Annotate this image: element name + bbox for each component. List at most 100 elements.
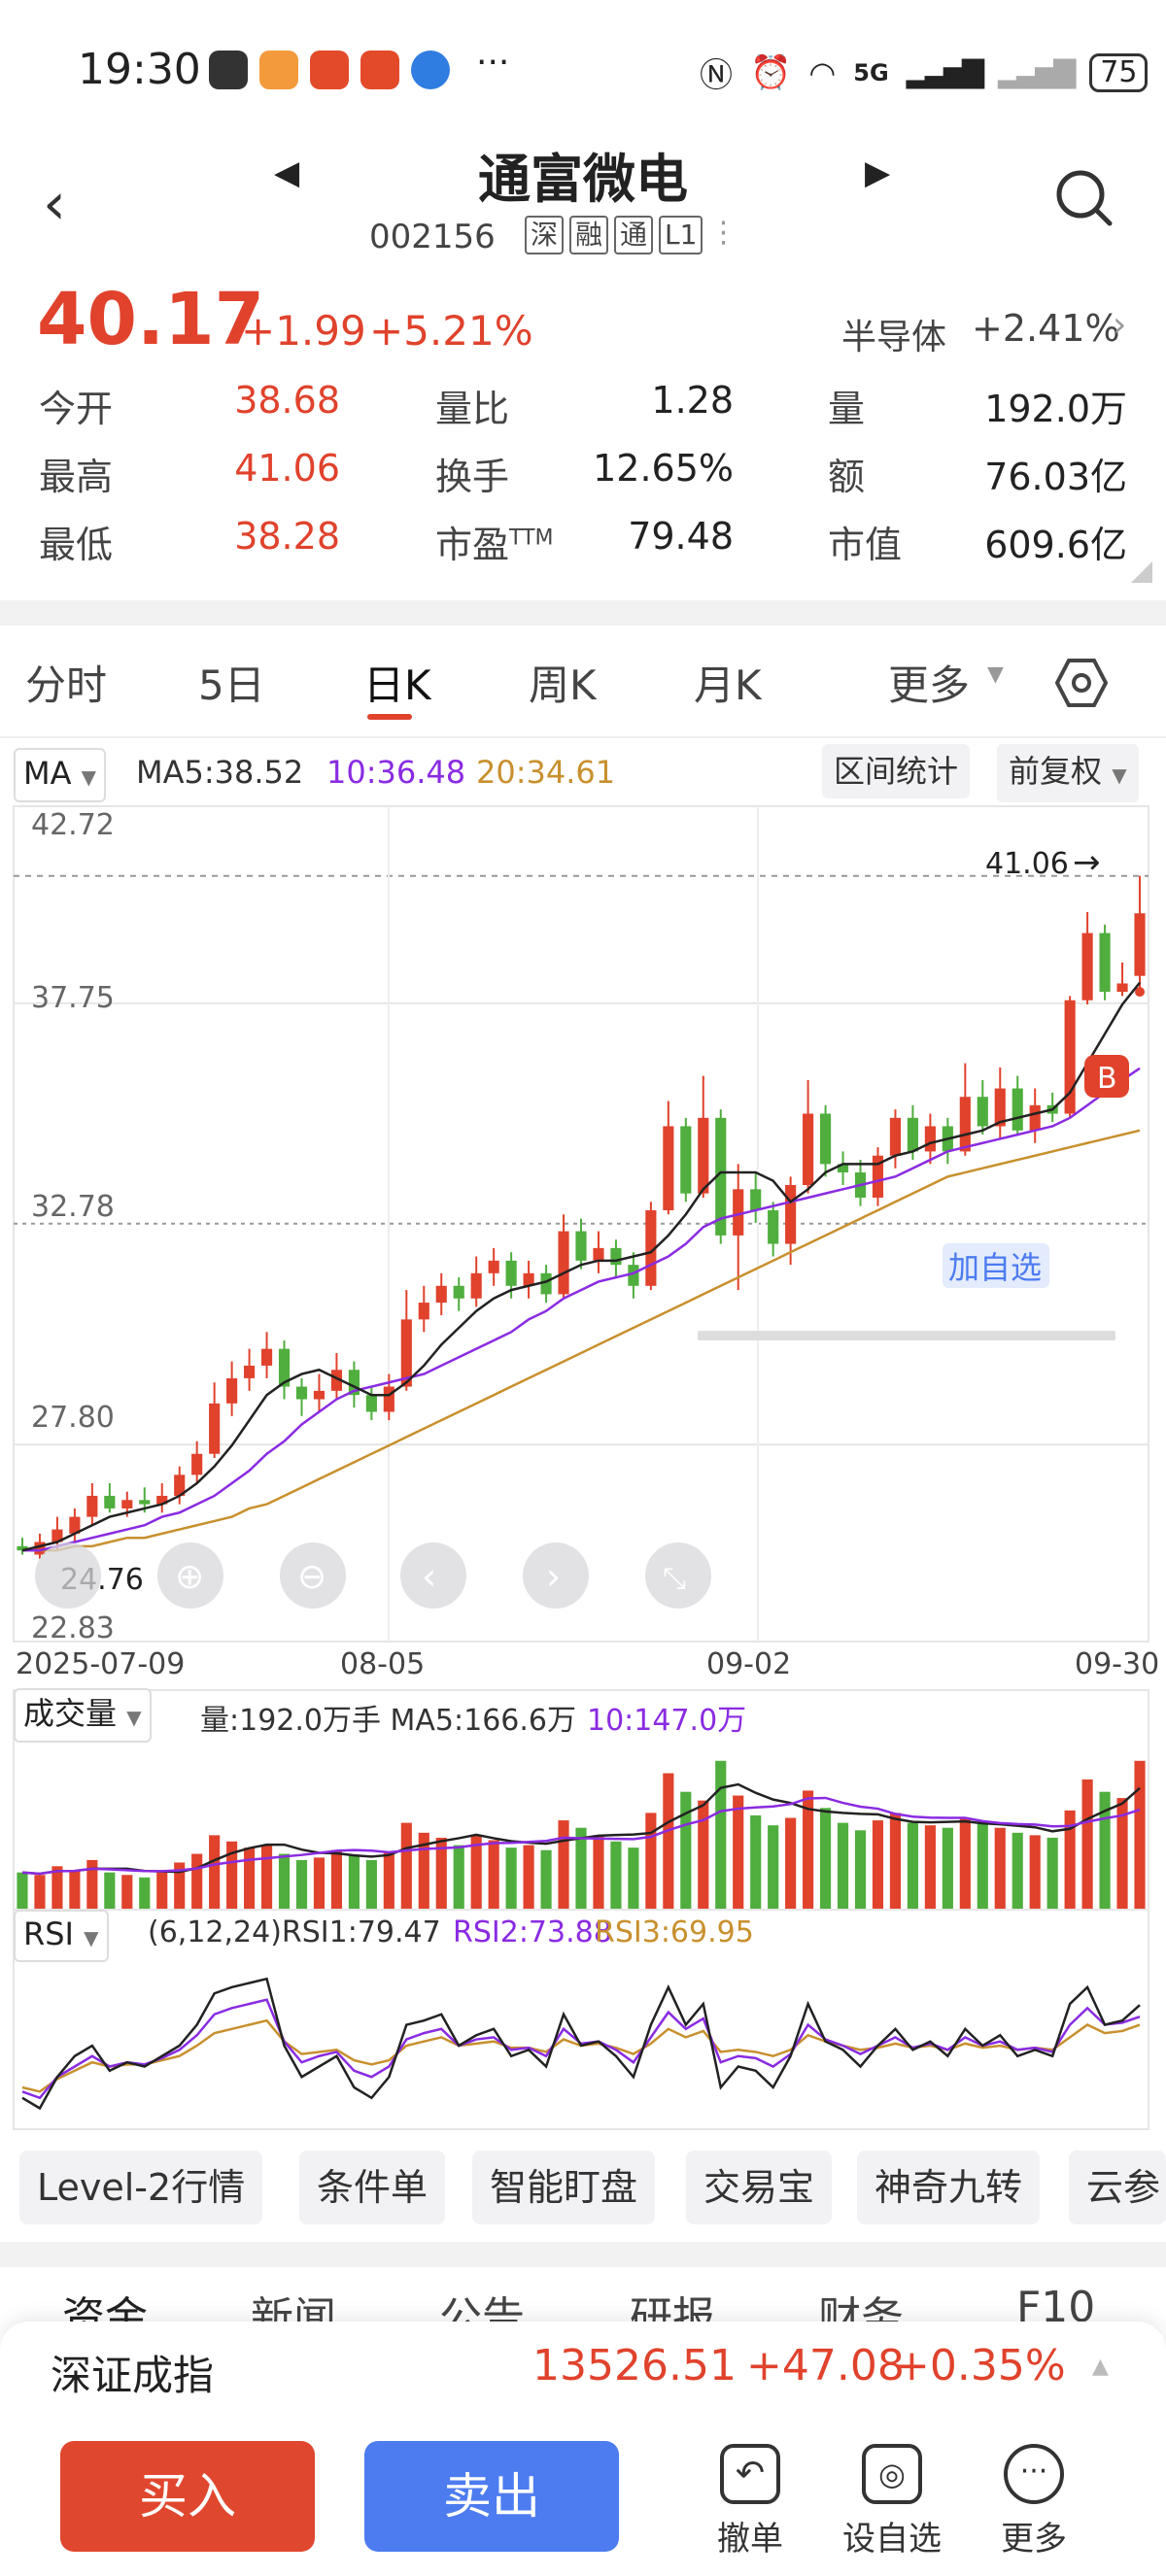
volume-bar (942, 1827, 953, 1910)
app-icon (310, 51, 349, 89)
candle-body (523, 1272, 534, 1286)
back-icon[interactable]: ‹ (43, 170, 66, 238)
volume-bar (191, 1853, 203, 1910)
sector-name[interactable]: 半导体 (841, 318, 947, 357)
app-icon (259, 51, 298, 89)
candle-body (750, 1189, 762, 1210)
volume-bar (558, 1820, 569, 1910)
candle-body (628, 1265, 639, 1286)
volume-bar (34, 1875, 46, 1910)
candle-body (1064, 1000, 1076, 1114)
prev-stock-icon[interactable]: ◀ (274, 153, 300, 192)
candle-body (540, 1272, 552, 1295)
volume-bar (872, 1820, 884, 1910)
ma5-line (21, 981, 1141, 1552)
network-label: 5G (853, 58, 889, 86)
volume-bar (994, 1827, 1006, 1910)
scroll-right-icon (523, 1542, 589, 1609)
buy-signal-icon (1084, 1055, 1129, 1098)
zoom-out-glyph: ⊖ (297, 1557, 326, 1597)
volume-bar (174, 1862, 186, 1910)
stock-title: 通富微电 (478, 149, 688, 210)
candle-body (558, 1231, 569, 1295)
tool-cloud[interactable]: 云参 (1069, 2151, 1166, 2224)
stat-value: 41.06 (234, 447, 340, 490)
y-label: 37.75 (31, 981, 115, 1015)
candle-body (645, 1209, 657, 1286)
rsi-frame (13, 1909, 1149, 2130)
tab-daily-k[interactable]: 日K (363, 661, 431, 709)
stat-label: 今开 (39, 388, 114, 430)
index-name[interactable]: 深证成指 (51, 2352, 215, 2399)
next-stock-icon[interactable]: ▶ (865, 153, 891, 192)
range-stats-button[interactable]: 区间统计 (822, 744, 971, 798)
sector-change[interactable]: +2.41% (972, 307, 1120, 350)
kline-chart[interactable]: 42.72 37.75 32.78 27.80 22.83 41.06 → 24… (0, 0, 1166, 2137)
tool-nine-turn[interactable]: 神奇九转 (857, 2151, 1041, 2224)
tool-smart-watch[interactable]: 智能盯盘 (472, 2151, 656, 2224)
stock-tags: 深 融 通 L1 ⋮ (525, 216, 737, 254)
tab-monthly-k[interactable]: 月K (694, 661, 762, 709)
candle-body (156, 1495, 168, 1505)
volume-bar (121, 1875, 133, 1910)
chevron-down-icon: ▼ (81, 765, 97, 789)
rsi-selector[interactable]: RSI ▼ (14, 1910, 109, 1962)
volume-bar (628, 1847, 639, 1910)
ma20-value: 20:34.61 (476, 754, 616, 791)
tab-weekly-k[interactable]: 周K (529, 661, 597, 709)
candle-body (1116, 983, 1128, 993)
candle-body (837, 1164, 849, 1173)
battery-icon: 75 (1089, 52, 1149, 92)
volume-bar (1064, 1810, 1076, 1910)
candle-body (174, 1474, 186, 1496)
arrow-right-icon: → (1073, 843, 1101, 882)
cancel-order-button[interactable]: ↶ 撤单 (653, 2444, 847, 2559)
add-watchlist-button[interactable]: ◎ 设自选 (795, 2444, 989, 2559)
last-dot (1135, 987, 1146, 998)
tags-more-icon[interactable]: ⋮ (708, 216, 738, 250)
x-label: 2025-07-09 (16, 1647, 185, 1681)
search-icon[interactable] (1051, 165, 1115, 229)
chevron-right-icon[interactable]: › (1113, 305, 1127, 345)
candle-body (768, 1209, 779, 1244)
chevron-down-icon: ▼ (126, 1706, 142, 1729)
volume-bar (1099, 1791, 1111, 1910)
volume-selector[interactable]: 成交量 ▼ (14, 1688, 152, 1743)
tab-5day[interactable]: 5日 (198, 661, 265, 709)
expand-corner-icon[interactable] (1131, 561, 1152, 583)
volume-bar (733, 1795, 744, 1910)
candle-body (348, 1370, 360, 1396)
tab-more[interactable]: 更多 (888, 661, 971, 709)
chart-grid (13, 805, 1149, 1643)
ma-selector[interactable]: MA ▼ (14, 748, 107, 802)
add-watch-button (943, 1243, 1049, 1288)
volume-bar (51, 1866, 63, 1910)
rsi3-text: RSI3:69.95 (595, 1915, 754, 1949)
app-icon (209, 51, 248, 89)
volume-bar (365, 1859, 377, 1910)
divider (0, 2242, 1166, 2267)
chevron-up-icon[interactable]: ▲ (1092, 2355, 1109, 2379)
candle-body (488, 1260, 499, 1273)
tag: 通 (614, 216, 654, 254)
tool-trade[interactable]: 交易宝 (686, 2151, 833, 2224)
candle-body (663, 1126, 674, 1210)
tool-level2[interactable]: Level-2行情 (19, 2151, 263, 2224)
buy-button[interactable]: 买入 (60, 2441, 315, 2552)
rsi2-text: RSI2:73.88 (453, 1915, 612, 1949)
tool-conditional-order[interactable]: 条件单 (299, 2151, 446, 2224)
candle-body (383, 1386, 394, 1412)
candle-body (610, 1247, 622, 1266)
candle-body (1012, 1088, 1023, 1131)
tag: 深 (525, 216, 565, 254)
volume-bar (156, 1872, 168, 1910)
sell-button[interactable]: 卖出 (364, 2441, 619, 2552)
volume-bar (17, 1872, 28, 1910)
scroll-right-glyph: › (546, 1555, 561, 1598)
tab-intraday[interactable]: 分时 (25, 661, 108, 709)
settings-hex-icon[interactable] (1055, 657, 1108, 709)
rsi1-text: (6,12,24)RSI1:79.47 (148, 1915, 441, 1949)
adjust-selector[interactable]: 前复权 ▼ (997, 744, 1139, 802)
more-button[interactable]: ··· 更多 (937, 2444, 1131, 2559)
volume-bar (750, 1814, 762, 1910)
